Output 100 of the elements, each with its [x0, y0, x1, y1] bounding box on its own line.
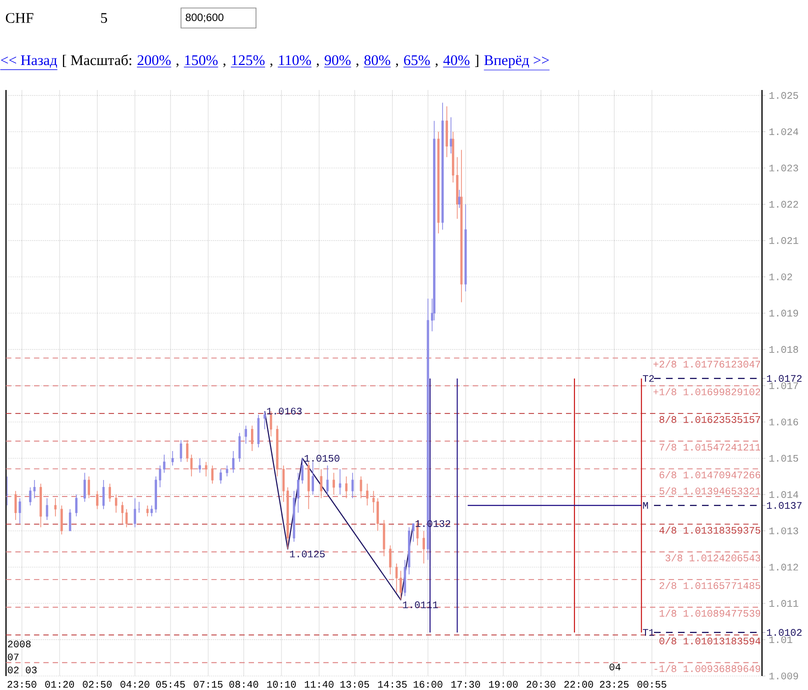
- text: 800;600: [186, 14, 224, 22]
- x-tick-label: 14:35: [378, 680, 407, 688]
- text: 110%: [279, 55, 311, 66]
- candlestick: [198, 458, 201, 474]
- x-tick-label: 19:00: [489, 680, 518, 688]
- candlestick: [220, 468, 222, 484]
- annotation: 04: [610, 664, 620, 670]
- text: 65%: [404, 55, 430, 66]
- x-tick-label: 13:05: [340, 680, 370, 688]
- y-tick-label: 1.016: [769, 418, 798, 426]
- x-tick-label: 10:10: [267, 680, 296, 688]
- candlestick: [389, 544, 392, 575]
- data-label: 1.0150: [304, 454, 340, 462]
- ref-line-label: 5/8 1.01394653321: [660, 487, 760, 494]
- y-tick-label: 1.014: [769, 491, 798, 498]
- candlestick: [458, 189, 460, 208]
- candlestick: [366, 483, 368, 506]
- candlestick: [232, 450, 234, 474]
- ref-line-label: 3/8 1.0124206543: [666, 554, 760, 562]
- ref-line-label: +2/8 1.01776123047: [653, 360, 760, 368]
- y-tick-label: 1.0102: [766, 629, 802, 636]
- candlestick: [264, 410, 266, 430]
- x-tick-label: 02:50: [82, 680, 112, 688]
- text: ,: [270, 63, 272, 68]
- text: 40%: [443, 55, 470, 66]
- candlestick: [158, 465, 162, 488]
- candlestick: [134, 498, 136, 528]
- y-tick-label: 1.012: [769, 564, 798, 571]
- y-tick-label: 1.009: [769, 672, 798, 680]
- candlestick: [450, 116, 452, 154]
- candlestick: [320, 468, 322, 499]
- ref-line-label: 8/8 1.01623535157: [660, 416, 760, 423]
- x-tick-label: 01:20: [45, 680, 74, 688]
- candlestick: [251, 425, 254, 452]
- candlestick: [376, 498, 379, 532]
- annotation: T1: [642, 629, 654, 636]
- ref-line-label: -1/8 1.00936889649: [654, 664, 760, 672]
- candlestick: [88, 476, 90, 499]
- y-tick-label: 1.02: [769, 273, 792, 280]
- ref-line-label: 1/8 1.01089477539: [660, 609, 760, 617]
- candlestick: [332, 472, 335, 495]
- text: 150%: [185, 55, 218, 66]
- y-tick-label: 1.013: [769, 527, 798, 534]
- text: ,: [316, 63, 319, 68]
- y-tick-label: 1.017: [769, 382, 798, 390]
- y-tick-label: 1.0172: [766, 375, 802, 382]
- text: ,: [176, 63, 178, 68]
- text: Вперёд >>: [484, 55, 549, 68]
- text: << Назад: [1, 55, 58, 68]
- y-tick-label: 1.0137: [766, 502, 802, 509]
- text: 5: [101, 13, 108, 23]
- annotation: T2: [642, 375, 654, 382]
- ref-line-label: +1/8 1.01699829102: [653, 388, 760, 396]
- annotation: 02 03: [8, 666, 37, 674]
- text: 125%: [232, 55, 265, 66]
- ref-line-label: 6/8 1.01470947266: [660, 470, 760, 478]
- y-tick-label: 1.023: [769, 164, 798, 172]
- candlestick: [96, 490, 98, 510]
- candlestick: [400, 570, 402, 600]
- candlestick: [33, 480, 36, 499]
- text: 80%: [364, 55, 390, 66]
- candlestick: [244, 425, 248, 444]
- text: ,: [356, 63, 358, 68]
- candlestick: [422, 530, 425, 564]
- candlestick: [211, 465, 214, 484]
- candlestick: [338, 468, 342, 495]
- data-label: 1.0163: [267, 408, 302, 415]
- text: CHF: [6, 13, 34, 23]
- candlestick: [345, 476, 348, 499]
- candlestick: [75, 494, 78, 517]
- y-tick-label: 1.025: [769, 92, 798, 99]
- text: 90%: [324, 55, 351, 66]
- y-tick-label: 1.019: [769, 310, 798, 317]
- candlestick: [68, 508, 72, 532]
- text: ]: [475, 54, 478, 67]
- x-tick-label: 05:45: [156, 680, 185, 688]
- x-tick-label: 08:40: [229, 680, 258, 688]
- x-tick-label: 17:30: [451, 680, 480, 688]
- candlestick: [121, 501, 124, 524]
- candlestick: [60, 505, 63, 535]
- candlestick: [14, 490, 17, 520]
- text: ,: [435, 63, 438, 68]
- candlestick: [312, 462, 314, 495]
- data-label: 1.0125: [290, 550, 325, 558]
- candlestick: [18, 498, 21, 524]
- ref-line-label: 7/8 1.01547241211: [660, 443, 760, 451]
- candlestick: [114, 494, 118, 514]
- text: ,: [396, 63, 398, 68]
- x-tick-label: 22:00: [564, 680, 594, 688]
- ref-line-label: 0/8 1.01013183594: [660, 637, 760, 644]
- candlestick: [84, 472, 86, 502]
- candlestick: [326, 465, 329, 495]
- candlestick: [360, 476, 362, 499]
- y-tick-label: 1.024: [769, 128, 798, 136]
- y-tick-label: 1.011: [769, 600, 798, 607]
- annotation: 07: [8, 654, 19, 660]
- x-tick-label: 23:50: [8, 680, 36, 688]
- text: [ Масштаб:: [62, 54, 132, 67]
- y-tick-label: 1.022: [769, 200, 798, 208]
- text: 200%: [138, 55, 171, 66]
